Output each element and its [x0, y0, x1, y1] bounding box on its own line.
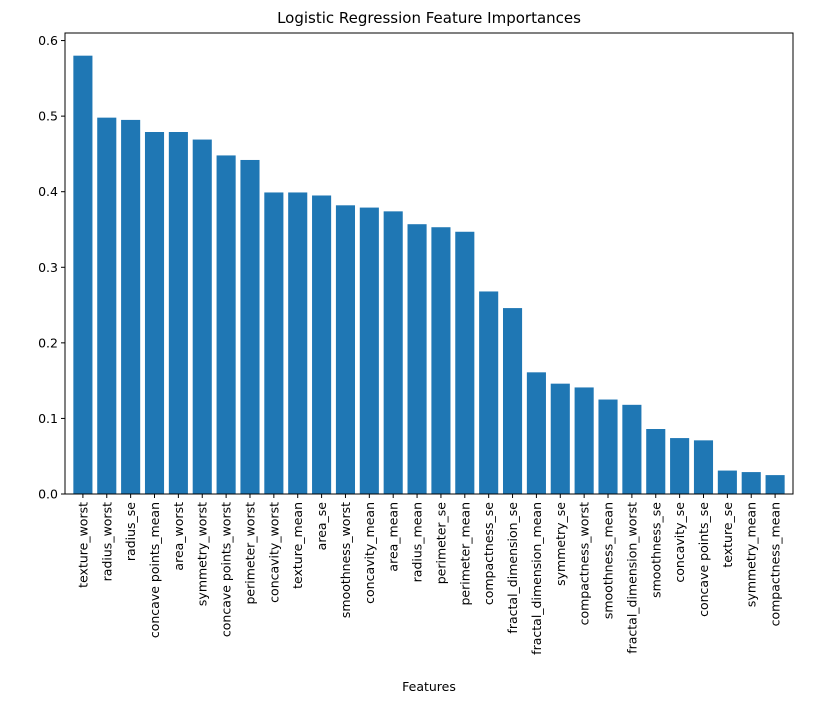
x-tick-label: perimeter_mean — [457, 502, 472, 606]
bar-perimeter_mean — [455, 231, 475, 494]
bar-radius_se — [121, 119, 141, 494]
x-tick-label: concavity_worst — [266, 502, 281, 603]
bar-symmetry_mean — [741, 472, 761, 494]
x-tick-label: concave points_worst — [219, 502, 234, 637]
plot-frame — [64, 32, 794, 495]
x-tick-label: concavity_mean — [362, 502, 377, 604]
x-tick-label: smoothness_se — [648, 502, 663, 598]
chart-title: Logistic Regression Feature Importances — [277, 9, 581, 27]
bar-radius_worst — [97, 117, 117, 494]
bar-compactness_se — [479, 291, 499, 494]
y-tick-label: 0.1 — [38, 411, 58, 426]
x-tick-label: smoothness_mean — [601, 502, 616, 619]
y-tick-label: 0.4 — [38, 184, 58, 199]
x-tick-label: concave points_mean — [147, 502, 162, 638]
x-tick-label: fractal_dimension_worst — [624, 502, 639, 654]
x-tick-label: smoothness_worst — [338, 502, 353, 618]
x-tick-label: concavity_se — [672, 502, 687, 583]
bar-smoothness_worst — [335, 205, 356, 494]
bar-concave-points_se — [693, 440, 714, 494]
x-tick-label: radius_se — [123, 502, 138, 561]
y-tick-label: 0.2 — [38, 335, 58, 350]
bar-area_worst — [168, 132, 188, 494]
bar-concave-points_mean — [144, 132, 165, 494]
x-tick-label: area_worst — [171, 502, 186, 571]
bars-group — [73, 55, 785, 495]
y-tick-label: 0.6 — [38, 33, 58, 48]
x-tick-label: symmetry_worst — [195, 502, 210, 606]
bar-concave-points_worst — [216, 155, 236, 494]
x-tick-label: area_se — [314, 502, 329, 551]
bar-perimeter_se — [431, 227, 451, 494]
y-axis: 0.0 0.1 0.2 0.3 0.4 0.5 0.6 — [38, 33, 65, 502]
bar-smoothness_se — [646, 429, 666, 494]
bar-radius_mean — [407, 224, 427, 494]
x-tick-label: perimeter_se — [433, 502, 448, 585]
bar-area_mean — [383, 211, 403, 494]
x-tick-label: radius_worst — [99, 502, 114, 581]
x-axis-label: Features — [402, 679, 456, 694]
bar-concavity_worst — [264, 192, 284, 494]
x-tick-label: fractal_dimension_se — [505, 502, 520, 634]
bar-smoothness_mean — [598, 399, 618, 494]
bar-compactness_mean — [765, 475, 785, 494]
x-tick-label: texture_mean — [290, 502, 305, 589]
bar-symmetry_worst — [192, 139, 212, 494]
x-tick-label: compactness_mean — [768, 502, 783, 626]
bar-fractal_dimension_se — [502, 308, 523, 494]
bar-texture_se — [717, 470, 737, 494]
x-tick-label: area_mean — [386, 502, 401, 572]
y-tick-label: 0.0 — [38, 487, 58, 502]
x-tick-label: symmetry_se — [553, 502, 568, 586]
x-tick-label: concave points_se — [696, 502, 711, 617]
bar-perimeter_worst — [240, 159, 260, 494]
x-tick-label: radius_mean — [410, 502, 425, 582]
x-tick-label: perimeter_worst — [242, 502, 257, 605]
y-tick-label: 0.3 — [38, 260, 58, 275]
bar-compactness_worst — [574, 387, 594, 494]
x-axis: texture_worst radius_worst radius_se concav… — [75, 494, 783, 655]
x-tick-label: fractal_dimension_mean — [529, 502, 544, 655]
bar-fractal_dimension_worst — [622, 404, 642, 494]
bar-fractal_dimension_mean — [526, 372, 546, 494]
bar-concavity_se — [670, 438, 690, 494]
bar-symmetry_se — [550, 383, 570, 494]
x-tick-label: texture_worst — [75, 502, 90, 588]
y-tick-label: 0.5 — [38, 109, 58, 124]
bar-texture_worst — [73, 55, 93, 495]
x-tick-label: compactness_se — [481, 502, 496, 605]
bar-texture_mean — [288, 192, 308, 494]
x-tick-label: compactness_worst — [577, 502, 592, 625]
x-tick-label: symmetry_mean — [744, 502, 759, 607]
bar-area_se — [312, 195, 332, 494]
bar-concavity_mean — [359, 207, 379, 494]
x-tick-label: texture_se — [720, 502, 735, 568]
